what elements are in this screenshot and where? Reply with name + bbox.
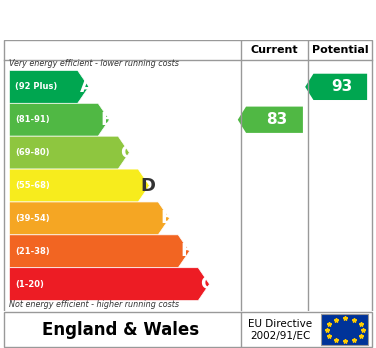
Polygon shape	[9, 268, 209, 301]
Polygon shape	[9, 103, 109, 136]
Text: Very energy efficient - lower running costs: Very energy efficient - lower running co…	[9, 59, 179, 68]
Polygon shape	[238, 106, 303, 133]
Text: (1-20): (1-20)	[15, 280, 44, 288]
Text: Not energy efficient - higher running costs: Not energy efficient - higher running co…	[9, 300, 179, 309]
Text: F: F	[180, 242, 192, 260]
Text: Energy Efficiency Rating: Energy Efficiency Rating	[11, 11, 259, 29]
Text: England & Wales: England & Wales	[42, 321, 199, 339]
Text: EU Directive: EU Directive	[248, 319, 312, 329]
Polygon shape	[9, 70, 89, 103]
Text: (81-91): (81-91)	[15, 115, 50, 124]
Text: C: C	[120, 144, 133, 161]
Text: B: B	[100, 111, 114, 129]
Text: D: D	[140, 176, 155, 195]
Text: (55-68): (55-68)	[15, 181, 50, 190]
Text: 93: 93	[332, 79, 353, 94]
Bar	[321, 314, 368, 345]
Polygon shape	[305, 74, 367, 100]
Text: G: G	[200, 275, 215, 293]
Text: E: E	[160, 209, 172, 227]
Text: Potential: Potential	[312, 45, 368, 55]
Text: 2002/91/EC: 2002/91/EC	[250, 331, 310, 341]
Text: (39-54): (39-54)	[15, 214, 50, 223]
Text: A: A	[80, 78, 93, 96]
Text: (92 Plus): (92 Plus)	[15, 82, 57, 92]
Text: (69-80): (69-80)	[15, 148, 50, 157]
Text: 83: 83	[266, 112, 287, 127]
Text: Current: Current	[251, 45, 298, 55]
Polygon shape	[9, 235, 190, 268]
Polygon shape	[9, 202, 170, 235]
Polygon shape	[9, 169, 149, 202]
Polygon shape	[9, 136, 129, 169]
Text: (21-38): (21-38)	[15, 247, 50, 256]
